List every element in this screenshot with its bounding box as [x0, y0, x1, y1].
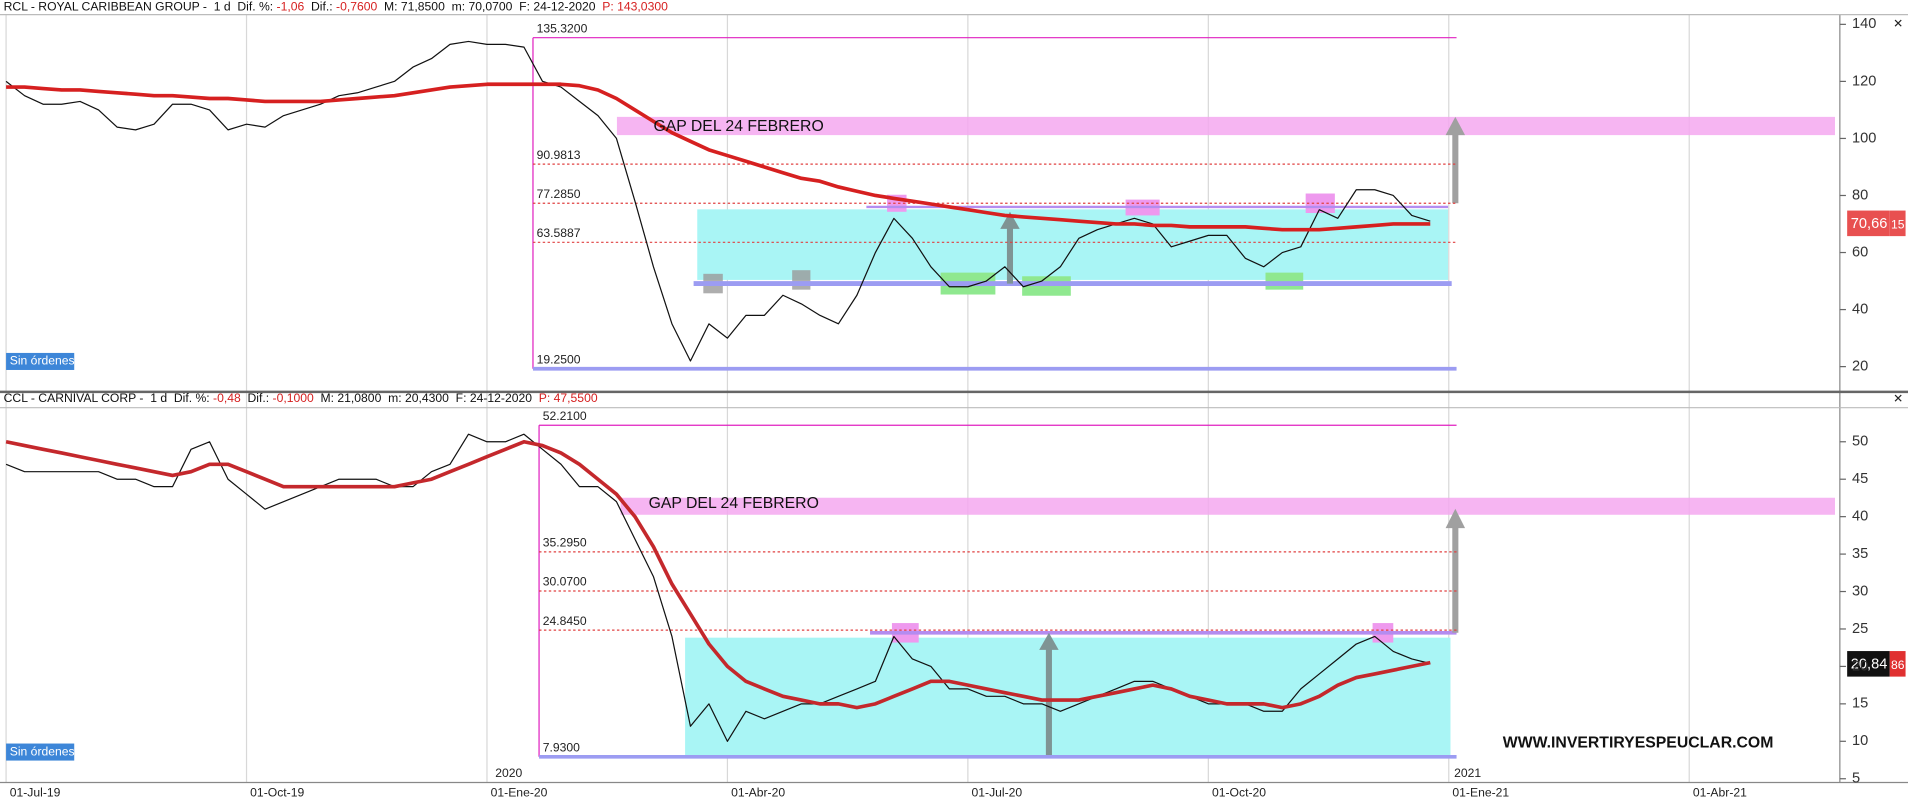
x-tick-label: 01-Abr-21 — [1693, 786, 1747, 800]
y-tick-label: 100 — [1852, 130, 1876, 146]
x-tick-label: 01-Jul-19 — [10, 786, 61, 800]
gap-zone — [620, 497, 1835, 515]
price-badge — [1847, 651, 1890, 677]
y-tick-label: 20 — [1852, 658, 1868, 674]
timer: 15 — [1891, 217, 1905, 231]
range-zone — [685, 637, 1451, 756]
price-line — [5, 40, 1431, 362]
fib-label: 30.0700 — [543, 575, 587, 589]
moving-average — [6, 82, 1431, 232]
moving-average — [5, 439, 1431, 710]
arrow-head — [1039, 632, 1059, 650]
timer-badge — [1889, 651, 1906, 677]
y-tick-label: 120 — [1852, 73, 1876, 89]
year-label: 2020 — [495, 766, 522, 780]
timer-badge — [1889, 210, 1906, 237]
last-price: 70,66 — [1851, 216, 1888, 232]
support-box — [1265, 272, 1304, 290]
last-price: 20,84 — [1851, 656, 1888, 672]
y-tick-label: 40 — [1852, 509, 1868, 525]
marker-box — [792, 270, 811, 290]
y-tick-label: 60 — [1852, 244, 1868, 260]
y-tick-label: 40 — [1852, 301, 1868, 317]
arrow-head — [1445, 508, 1466, 529]
x-tick-label: 01-Oct-19 — [250, 786, 304, 800]
fib-label: 135.3200 — [537, 21, 588, 35]
header-part: P: 47,5500 — [539, 391, 598, 405]
x-tick-label: 01-Oct-20 — [1212, 786, 1266, 800]
header-part: CCL - CARNIVAL CORP - 1 d Dif. %: — [4, 391, 213, 405]
x-tick-label: 01-Abr-20 — [731, 786, 785, 800]
y-tick-label: 80 — [1852, 187, 1868, 203]
panel-header: CCL - CARNIVAL CORP - 1 d Dif. %: -0,48 … — [4, 391, 598, 405]
gap-label: GAP DEL 24 FEBRERO — [649, 495, 819, 512]
order-badge[interactable] — [6, 352, 75, 370]
arrow-head — [1445, 116, 1466, 136]
watermark: WWW.INVERTIRYESPEUCLAR.COM — [1503, 735, 1774, 752]
year-label: 2021 — [1454, 766, 1481, 780]
y-tick-label: 10 — [1852, 733, 1868, 749]
header-part: RCL - ROYAL CARIBBEAN GROUP - 1 d Dif. %… — [4, 0, 277, 14]
x-tick-label: 01-Ene-20 — [491, 786, 548, 800]
fib-label: 63.5887 — [537, 226, 581, 240]
header-part: -0,48 — [213, 391, 241, 405]
header-part: Dif.: — [241, 391, 273, 405]
x-tick-label: 01-Ene-21 — [1452, 786, 1509, 800]
close-icon[interactable]: ✕ — [1893, 17, 1903, 31]
header-part: -0,1000 — [273, 391, 314, 405]
y-tick-label: 35 — [1852, 546, 1868, 562]
x-tick-label: 01-Jul-20 — [972, 786, 1023, 800]
y-tick-label: 5 — [1852, 771, 1860, 787]
header-part: P: 143,0300 — [602, 0, 668, 14]
y-tick-label: 50 — [1852, 434, 1868, 450]
order-status: Sin órdenes — [10, 744, 75, 758]
close-icon[interactable]: ✕ — [1893, 391, 1903, 405]
fib-label: 77.2850 — [537, 187, 581, 201]
y-tick-label: 20 — [1852, 358, 1868, 374]
fib-label: 90.9813 — [537, 148, 581, 162]
y-tick-label: 45 — [1852, 471, 1868, 487]
header-part: M: 71,8500 m: 70,0700 F: 24-12-2020 — [377, 0, 602, 14]
order-status: Sin órdenes — [10, 354, 75, 368]
fib-label: 24.8450 — [543, 614, 587, 628]
order-badge[interactable] — [6, 743, 75, 761]
price-badge — [1847, 210, 1890, 237]
arrow-head — [1000, 211, 1020, 229]
fib-label: 52.2100 — [543, 409, 587, 423]
plot: 135.3200 90.9813 77.2850 63.5887 19.2500 52.2… — [5, 21, 1457, 759]
y-tick-label: 140 — [1852, 16, 1876, 32]
fib-label: 35.2950 — [543, 536, 587, 550]
header-part: M: 21,0800 m: 20,4300 F: 24-12-2020 — [314, 391, 539, 405]
header-part: -0,7600 — [336, 0, 377, 14]
gap-label: GAP DEL 24 FEBRERO — [653, 118, 823, 135]
y-tick-label: 25 — [1852, 621, 1868, 637]
gap-zone — [616, 116, 1835, 136]
fib-label: 7.9300 — [543, 740, 580, 754]
y-tick-label: 30 — [1852, 583, 1868, 599]
y-tick-label: 15 — [1852, 696, 1868, 712]
timer: 86 — [1891, 658, 1905, 672]
header-part: Dif.: — [304, 0, 336, 14]
panel-header: RCL - ROYAL CARIBBEAN GROUP - 1 d Dif. %… — [4, 0, 668, 14]
fib-label: 19.2500 — [537, 352, 581, 366]
header-part: -1,06 — [277, 0, 305, 14]
